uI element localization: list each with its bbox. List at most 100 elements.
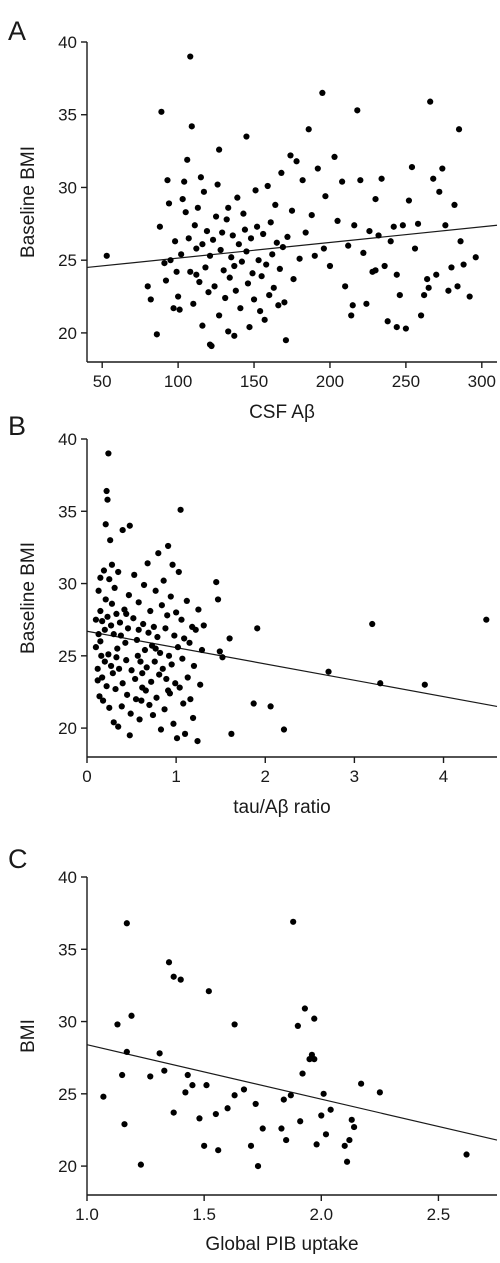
data-point [282,337,290,344]
data-point [214,181,221,188]
data-point [193,271,200,278]
data-point [149,711,157,719]
data-point [167,593,174,600]
data-point [190,662,198,670]
data-point [177,976,184,983]
data-point [287,152,294,159]
data-point [114,645,121,652]
data-point [112,685,119,693]
data-point [159,665,166,672]
data-point [269,251,276,258]
data-point [155,550,162,557]
data-point [198,646,206,654]
data-point [180,700,187,707]
data-point [170,305,177,312]
data-point [163,675,170,683]
data-point [260,230,267,238]
data-point [169,561,176,568]
data-point [135,626,142,633]
data-point [272,201,279,209]
y-tick-label: 40 [58,868,77,887]
data-point [299,1070,306,1077]
data-point [187,53,194,60]
data-point [138,697,145,704]
data-point [322,193,329,200]
data-point [275,302,282,309]
data-point [206,252,214,259]
data-point [107,622,115,629]
data-point [119,1071,126,1079]
data-point [297,1118,304,1125]
data-point [346,1136,353,1144]
data-point [349,302,356,309]
data-point [170,973,177,980]
data-point [259,1125,266,1132]
y-tick-label: 30 [58,178,77,197]
y-tick-label: 35 [58,940,77,959]
data-point [133,636,141,644]
y-axis-label: BMI [18,1019,39,1053]
data-point [117,632,124,639]
data-point [113,654,120,661]
x-axis-label: Global PIB uptake [205,1234,358,1255]
chart-panel-b: B 20 25 30 35 40 0 1 2 3 4 tau/Aβ ratio Baseline BMI [8,411,498,818]
x-tick-label: 250 [392,372,420,391]
data-point [98,652,105,659]
y-tick-label: 20 [58,324,77,343]
regression-line [86,224,498,269]
data-point [124,691,131,698]
data-point [132,696,140,703]
data-point [162,277,170,284]
data-point [104,613,111,620]
data-point [99,618,106,625]
data-point [381,262,388,270]
data-point [211,283,218,290]
x-tick-label: 1.0 [75,1205,99,1224]
data-point [247,235,255,242]
data-point [345,242,352,249]
data-point [266,291,273,299]
data-point [92,644,100,651]
data-point [97,607,104,615]
data-point [284,233,291,241]
data-point [124,625,132,632]
data-point [244,280,252,287]
y-tick-label: 20 [58,1157,77,1176]
data-point [194,204,201,211]
chart-panel-c: C 20 25 30 35 40 1.0 1.5 2.0 2.5 Global PIB uptake… [8,844,498,1255]
data-point [184,156,191,163]
data-point [231,262,238,270]
y-tick-label: 30 [58,1013,77,1032]
data-point [200,188,208,195]
data-point [466,293,473,300]
data-point [100,1093,107,1100]
data-point [113,610,120,618]
data-point [202,264,209,271]
data-point [194,738,201,745]
data-point [126,522,133,529]
data-point [196,278,203,286]
data-point [190,300,197,307]
data-point [128,1012,135,1019]
data-point [153,331,160,338]
data-point [250,700,257,707]
data-point [95,587,102,594]
data-point [243,133,250,140]
y-tick-label: 40 [58,430,77,449]
data-point [249,270,256,277]
data-point [94,665,101,672]
data-point [178,251,185,258]
data-point [455,126,463,133]
data-point [95,631,102,638]
data-point [199,241,206,248]
data-point [320,1090,327,1097]
data-point [228,730,235,737]
data-point [147,1073,154,1080]
data-point [119,526,126,534]
data-point [195,606,202,613]
data-point [232,287,239,294]
data-point [219,229,226,236]
data-point [215,1147,222,1154]
data-point [173,268,180,275]
data-point [225,204,232,211]
